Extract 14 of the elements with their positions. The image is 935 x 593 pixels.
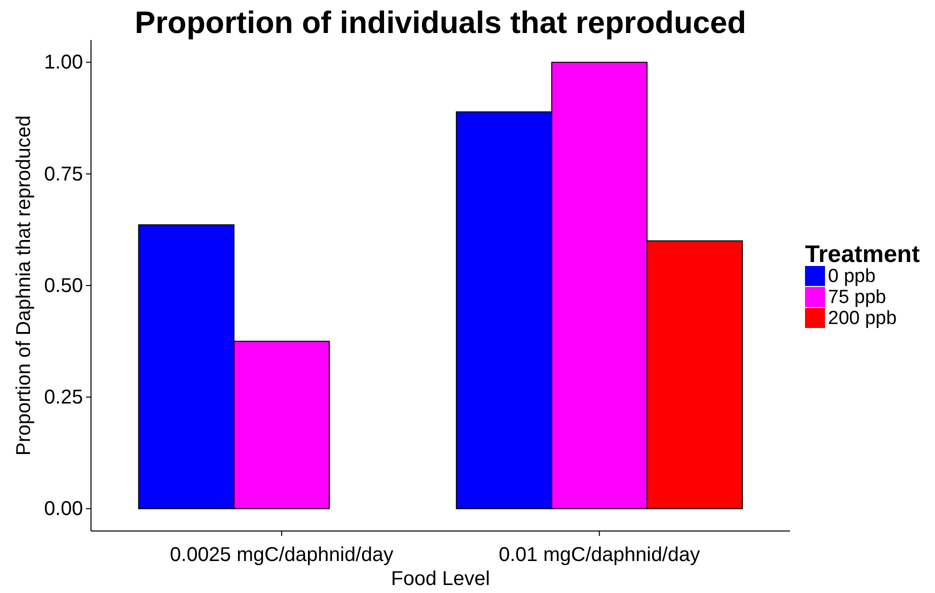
legend-title: Treatment [805, 241, 920, 268]
y-tick-label: 0.25 [44, 386, 83, 408]
x-tick-label: 0.01 mgC/daphnid/day [498, 544, 700, 566]
y-axis-title: Proportion of Daphnia that reproduced [13, 115, 35, 456]
y-tick-label: 0.00 [44, 498, 83, 520]
y-tick-label: 0.50 [44, 274, 83, 297]
legend-label: 0 ppb [828, 266, 876, 287]
y-tick-label: 0.75 [44, 163, 83, 186]
chart-title: Proportion of individuals that reproduced [134, 5, 746, 40]
x-tick-label: 0.0025 mgC/daphnid/day [170, 544, 394, 566]
legend-label: 200 ppb [828, 308, 897, 329]
x-axis-title: Food Level [391, 568, 490, 590]
y-tick-label: 1.00 [44, 52, 83, 74]
legend-label: 75 ppb [828, 287, 886, 308]
